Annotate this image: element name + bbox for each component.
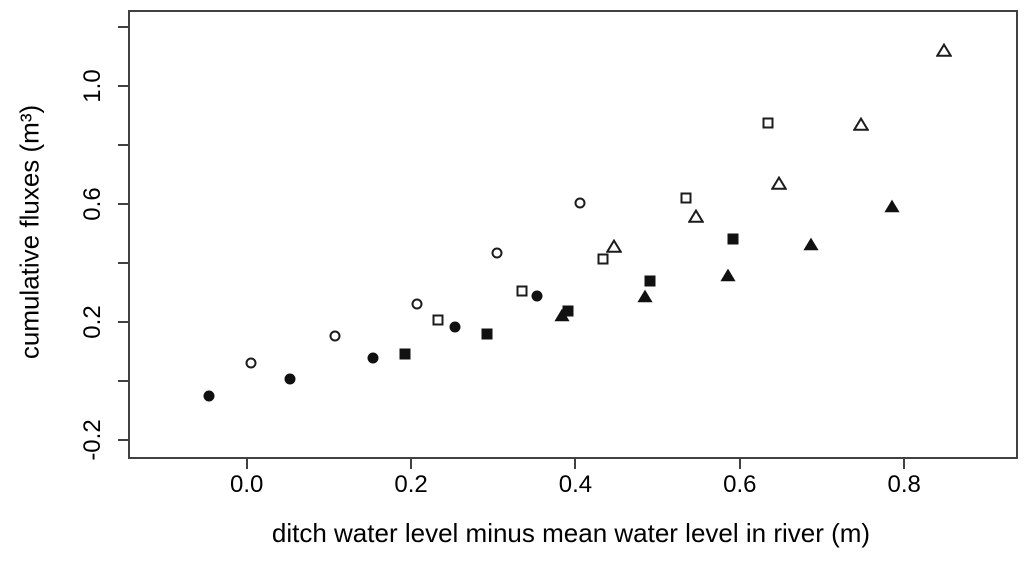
open-triangle-series-marker	[853, 117, 870, 131]
filled-triangle-series-marker	[637, 289, 653, 303]
x-tick	[903, 459, 906, 469]
filled-square-series-marker	[481, 328, 493, 340]
y-tick-label: 1.0	[79, 69, 106, 103]
y-tick	[118, 143, 128, 146]
y-tick	[118, 379, 128, 382]
filled-triangle-series-marker	[802, 237, 819, 251]
y-tick	[118, 261, 128, 264]
open-triangle-series-marker	[935, 43, 952, 57]
x-tick-label: 0.0	[230, 471, 264, 498]
filled-triangle-series-marker	[884, 199, 900, 213]
filled-circle-series-marker	[449, 321, 461, 333]
filled-circle-series-marker	[367, 352, 379, 364]
x-tick	[574, 459, 577, 469]
x-tick-label: 0.4	[558, 471, 593, 498]
x-axis-title: ditch water level minus mean water level…	[271, 518, 871, 548]
x-tick	[410, 459, 413, 469]
y-tick-label: -0.2	[79, 419, 106, 461]
y-tick	[118, 202, 128, 205]
open-square-series-marker	[597, 253, 609, 265]
x-tick-label: 0.2	[394, 471, 428, 498]
y-tick	[118, 438, 128, 441]
open-triangle-series-marker	[606, 238, 623, 253]
y-tick	[118, 85, 128, 88]
filled-triangle-series-marker	[554, 308, 570, 322]
open-triangle-series-marker	[688, 209, 705, 223]
y-axis-title: cumulative fluxes (m³)	[14, 104, 45, 360]
open-square-series-marker	[762, 117, 774, 129]
open-triangle-series-marker	[771, 176, 788, 190]
plot-area: 0.0 0.2 0.4 0.6 0.8 -0.2 0.2 0.6 1.0	[79, 10, 1018, 498]
filled-circle-series-marker	[203, 390, 215, 402]
x-tick-label: 0.8	[887, 471, 921, 498]
filled-square-series-marker	[727, 233, 739, 245]
open-square-series-marker	[516, 285, 528, 297]
open-circle-series-marker	[574, 197, 586, 209]
filled-square-series-marker	[399, 348, 410, 360]
filled-circle-series-marker	[531, 290, 543, 302]
filled-circle-series-marker	[284, 373, 296, 385]
open-square-series-marker	[432, 314, 444, 326]
x-tick-label: 0.6	[723, 471, 757, 498]
open-circle-series-marker	[491, 247, 503, 259]
y-tick	[118, 320, 128, 323]
y-tick	[118, 26, 128, 29]
open-square-series-marker	[680, 192, 692, 204]
y-tick-label: 0.6	[79, 187, 106, 221]
filled-triangle-series-marker	[719, 268, 736, 282]
open-circle-series-marker	[245, 357, 257, 369]
open-circle-series-marker	[329, 330, 341, 342]
filled-square-series-marker	[644, 275, 656, 287]
x-tick	[245, 459, 248, 469]
x-tick	[738, 459, 741, 469]
open-circle-series-marker	[411, 298, 423, 310]
y-tick-label: 0.2	[79, 305, 106, 339]
